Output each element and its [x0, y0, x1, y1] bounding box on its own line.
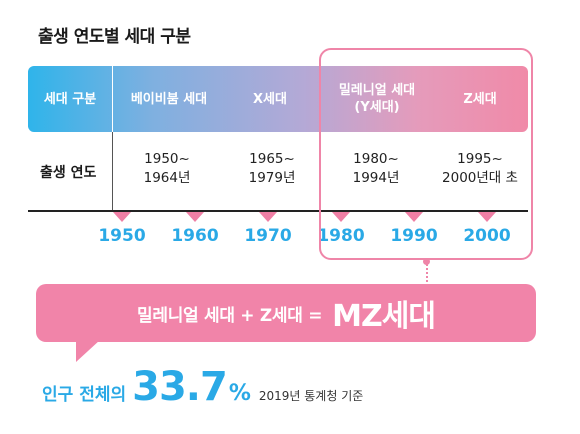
- banner-formula: 밀레니얼 세대 + Z세대 =: [137, 305, 323, 326]
- timeline-tick: [259, 212, 277, 222]
- mz-banner: 밀레니얼 세대 + Z세대 = MZ세대: [36, 284, 536, 342]
- decade-label: 1960: [171, 226, 219, 246]
- decade-label: 2000: [463, 226, 511, 246]
- decade-label: 1970: [244, 226, 292, 246]
- timeline-tick: [478, 212, 496, 222]
- population-share: 인구 전체의 33.7 % 2019년 통계청 기준: [42, 364, 364, 410]
- range-z: 1995~ 2000년대 초: [442, 151, 518, 186]
- share-source-note: 2019년 통계청 기준: [258, 389, 364, 403]
- timeline-tick: [405, 212, 423, 222]
- connector-dotted-line: [426, 260, 428, 282]
- connector-dot: [423, 258, 430, 265]
- timeline-tick: [332, 212, 350, 222]
- share-unit: %: [228, 381, 251, 406]
- range-babyboom: 1950~ 1964년: [143, 151, 191, 186]
- decade-label: 1990: [390, 226, 438, 246]
- birth-year-label: 출생 연도: [40, 165, 97, 181]
- diagram-title: 출생 연도별 세대 구분: [38, 27, 191, 47]
- decade-label: 1950: [98, 226, 146, 246]
- generation-x: X세대: [253, 91, 287, 107]
- decade-label: 1980: [317, 226, 365, 246]
- generation-millennial: 밀레니얼 세대 (Y세대): [338, 83, 416, 115]
- generation-z: Z세대: [463, 91, 497, 107]
- timeline-tick: [113, 212, 131, 222]
- range-x: 1965~ 1979년: [248, 151, 296, 186]
- row-divider: [112, 132, 113, 210]
- banner-speech-tail: [76, 340, 100, 362]
- generation-category-label: 세대 구분: [43, 91, 97, 107]
- generation-babyboom: 베이비붐 세대: [130, 91, 208, 107]
- timeline-axis: [28, 210, 528, 212]
- timeline-tick: [186, 212, 204, 222]
- banner-result: MZ세대: [332, 299, 436, 334]
- share-value: 33.7: [132, 364, 228, 410]
- mz-highlight-frame: [319, 48, 533, 260]
- generation-header-bar: [28, 66, 528, 132]
- share-label: 인구 전체의: [42, 385, 127, 405]
- range-millennial: 1980~ 1994년: [352, 151, 400, 186]
